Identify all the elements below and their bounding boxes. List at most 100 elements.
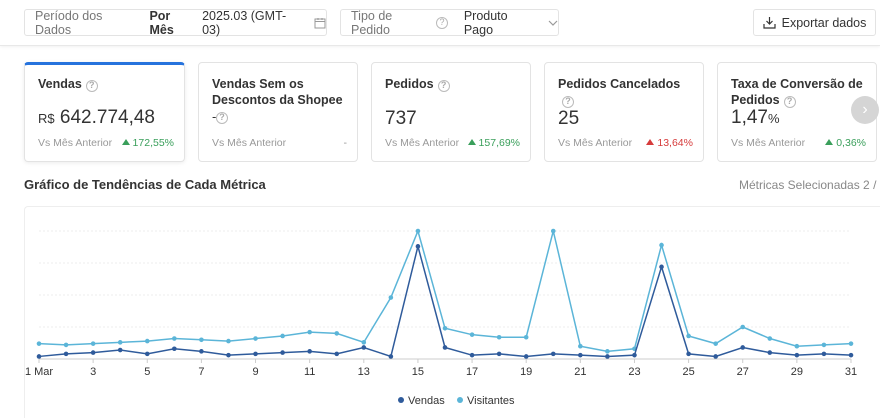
data-point-visitantes: [469, 332, 475, 337]
data-point-visitantes: [280, 333, 285, 339]
data-point-visitantes: [117, 340, 123, 345]
trend-chart-title: Gráfico de Tendências de Cada Métrica: [24, 177, 266, 192]
metric-value: 1,47%: [731, 107, 780, 128]
help-icon[interactable]: ?: [85, 79, 98, 92]
arrow-up-icon: [646, 139, 655, 145]
x-tick-label: 1 Mar: [25, 366, 53, 378]
period-label: Período dos Dados: [35, 8, 103, 37]
x-tick-label: 21: [574, 366, 586, 378]
legend-marker-visitantes: [457, 397, 463, 403]
metric-title: Vendas Sem os Descontos da Shopee?: [212, 77, 343, 124]
x-tick-label: 11: [304, 366, 315, 378]
export-label: Exportar dados: [781, 15, 867, 30]
metric-card-taxa-conversao[interactable]: Taxa de Conversão de Pedidos? 1,47% Vs M…: [717, 62, 877, 162]
data-point-vendas: [767, 350, 773, 355]
data-point-visitantes: [713, 341, 718, 346]
order-type-value[interactable]: Produto Pago: [463, 8, 508, 37]
data-point-vendas: [63, 351, 69, 357]
x-tick-label: 31: [845, 366, 857, 378]
metric-value: 25: [558, 108, 580, 129]
metric-compare: Vs Mês Anterior 0,36%: [731, 137, 866, 149]
data-point-visitantes: [578, 343, 583, 349]
data-point-vendas: [821, 351, 827, 357]
data-point-vendas: [442, 345, 448, 350]
data-point-vendas: [226, 352, 231, 358]
period-filter[interactable]: Período dos Dados Por Mês 2025.03 (GMT-0…: [24, 8, 327, 37]
metric-card-pedidos[interactable]: Pedidos? 737 Vs Mês Anterior 157,69%: [371, 62, 531, 162]
data-point-vendas: [144, 351, 150, 357]
legend-marker-vendas: [398, 397, 404, 403]
data-point-visitantes: [659, 242, 664, 248]
metric-card-pedidos-cancelados[interactable]: Pedidos Cancelados? 25 Vs Mês Anterior 1…: [544, 62, 704, 162]
data-point-vendas: [578, 352, 583, 358]
data-point-vendas: [740, 345, 746, 350]
x-tick-label: 27: [737, 366, 749, 378]
metric-compare: Vs Mês Anterior 13,64%: [558, 137, 693, 149]
data-point-visitantes: [388, 295, 394, 300]
help-icon[interactable]: ?: [437, 79, 450, 92]
period-mode[interactable]: Por Mês: [149, 8, 174, 37]
metric-value: 737: [385, 108, 417, 129]
data-point-visitantes: [740, 324, 746, 330]
data-point-visitantes: [307, 329, 312, 335]
data-point-vendas: [794, 352, 800, 358]
x-tick-label: 15: [412, 366, 424, 378]
data-point-visitantes: [442, 325, 448, 331]
data-point-vendas: [361, 345, 367, 350]
metric-compare: Vs Mês Anterior 172,55%: [38, 137, 174, 149]
data-point-visitantes: [172, 336, 177, 341]
selected-metrics-label[interactable]: Métricas Selecionadas 2 / 4: [739, 178, 880, 192]
arrow-up-icon: [467, 139, 476, 145]
help-icon[interactable]: ?: [562, 95, 574, 108]
filter-bar: Período dos Dados Por Mês 2025.03 (GMT-0…: [0, 0, 880, 46]
metric-compare: Vs Mês Anterior 157,69%: [385, 137, 520, 149]
order-type-filter[interactable]: Tipo de Pedido ? Produto Pago: [340, 8, 559, 37]
legend-label-vendas: Vendas: [408, 395, 445, 407]
data-point-visitantes: [496, 334, 502, 340]
data-point-visitantes: [550, 228, 556, 234]
arrow-up-icon: [825, 139, 834, 145]
data-point-vendas: [117, 347, 123, 353]
chevron-right-icon[interactable]: ›: [851, 96, 879, 124]
series-line-visitantes: [38, 228, 852, 353]
data-point-visitantes: [821, 342, 827, 348]
metric-value: R$ 642.774,48: [38, 107, 155, 128]
data-point-vendas: [659, 264, 664, 270]
legend-label-visitantes: Visitantes: [467, 395, 515, 407]
help-icon[interactable]: ?: [436, 16, 448, 29]
help-icon[interactable]: ?: [216, 111, 228, 124]
order-type-label: Tipo de Pedido: [351, 8, 393, 37]
data-point-visitantes: [415, 228, 421, 234]
calendar-icon[interactable]: [314, 17, 326, 29]
x-tick-label: 5: [144, 366, 150, 378]
x-tick-label: 3: [90, 366, 96, 378]
metric-card-vendas-sem-descontos[interactable]: Vendas Sem os Descontos da Shopee? - Vs …: [198, 62, 358, 162]
data-point-visitantes: [523, 334, 529, 340]
data-point-vendas: [36, 354, 42, 359]
data-point-vendas: [496, 351, 502, 357]
period-value[interactable]: 2025.03 (GMT-03): [202, 8, 287, 37]
data-point-visitantes: [848, 341, 854, 346]
data-point-vendas: [280, 350, 285, 355]
x-tick-label: 19: [520, 366, 532, 378]
data-point-visitantes: [334, 331, 340, 336]
metric-compare: Vs Mês Anterior -: [212, 137, 347, 149]
data-point-visitantes: [605, 349, 610, 354]
help-icon[interactable]: ?: [783, 95, 796, 108]
data-point-vendas: [686, 351, 691, 357]
data-point-vendas: [253, 351, 258, 357]
metric-card-vendas[interactable]: Vendas? R$ 642.774,48 Vs Mês Anterior 17…: [24, 62, 185, 162]
metric-title: Vendas?: [38, 76, 174, 92]
data-point-vendas: [523, 354, 529, 359]
data-point-vendas: [307, 349, 312, 354]
x-tick-label: 7: [198, 366, 204, 378]
x-tick-label: 13: [358, 366, 370, 378]
chevron-down-icon[interactable]: [548, 20, 558, 26]
data-point-visitantes: [767, 336, 773, 341]
data-point-visitantes: [90, 341, 96, 346]
x-tick-label: 25: [682, 366, 694, 378]
data-point-vendas: [713, 354, 718, 359]
x-tick-label: 23: [628, 366, 640, 378]
data-point-vendas: [848, 352, 854, 358]
export-button[interactable]: Exportar dados: [753, 9, 876, 36]
